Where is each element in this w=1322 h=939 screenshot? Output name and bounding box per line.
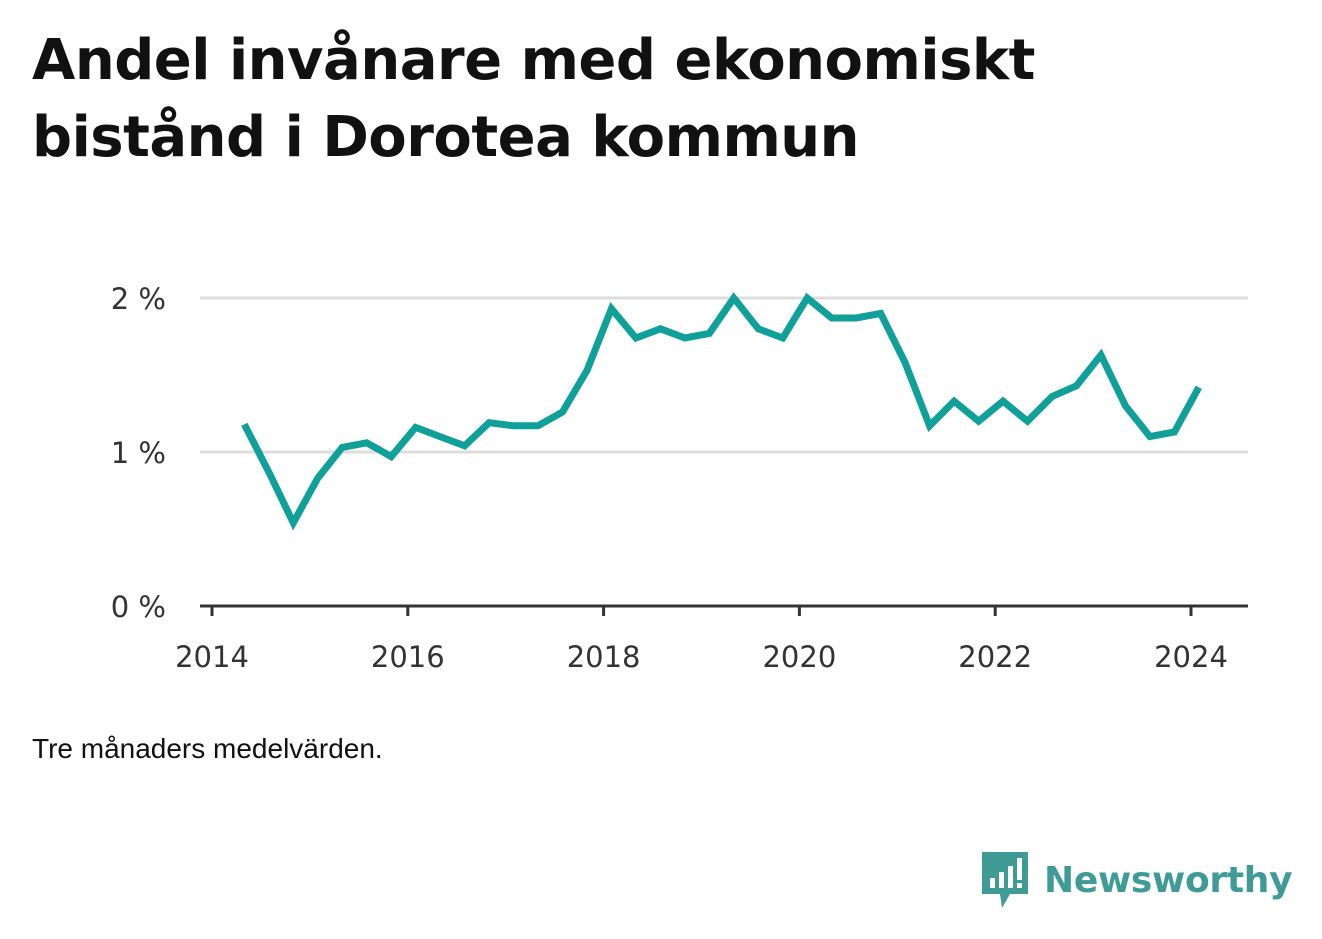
y-tick-label: 0 % bbox=[111, 590, 166, 624]
series-layer bbox=[241, 292, 1202, 531]
x-axis: 2014 2016 2018 2020 2022 2024 bbox=[175, 604, 1248, 674]
y-axis-tick-labels: 0 % 1 % 2 % bbox=[111, 282, 166, 624]
brand-name: Newsworthy bbox=[1044, 859, 1293, 901]
gridlines bbox=[200, 296, 1248, 454]
chart-title: Andel invånare med ekonomiskt bistånd i … bbox=[32, 28, 1035, 170]
newsworthy-brand: Newsworthy bbox=[980, 850, 1293, 910]
y-tick-label: 1 % bbox=[111, 436, 166, 470]
newsworthy-logo-icon bbox=[982, 852, 1028, 908]
x-tick-label: 2018 bbox=[567, 640, 641, 674]
x-tick-label: 2020 bbox=[762, 640, 836, 674]
x-tick-label: 2022 bbox=[958, 640, 1032, 674]
x-tick-label: 2016 bbox=[371, 640, 445, 674]
x-tick-label: 2014 bbox=[175, 640, 249, 674]
series-line-0 bbox=[241, 292, 1202, 531]
chart-note: Tre månaders medelvärden. bbox=[32, 733, 383, 764]
y-tick-label: 2 % bbox=[111, 282, 166, 316]
x-tick-label: 2024 bbox=[1154, 640, 1228, 674]
